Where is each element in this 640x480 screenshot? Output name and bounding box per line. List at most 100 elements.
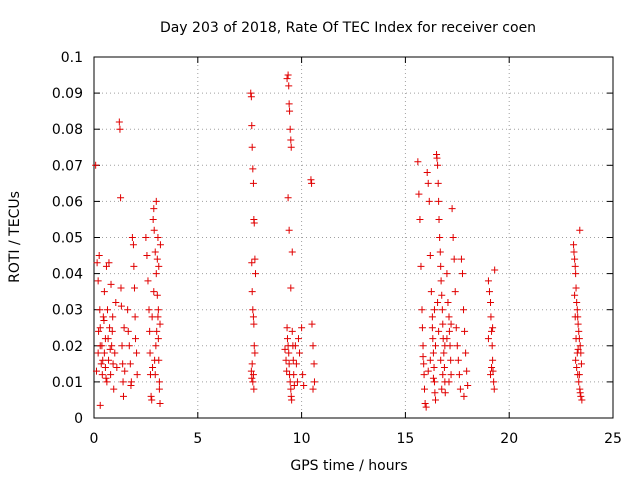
data-point-114 xyxy=(250,320,258,328)
data-point-181 xyxy=(424,179,432,187)
data-point-291 xyxy=(574,345,582,353)
data-point-123 xyxy=(283,75,291,83)
data-point-12 xyxy=(100,288,108,296)
data-point-201 xyxy=(437,277,445,285)
data-point-226 xyxy=(457,255,465,263)
data-point-129 xyxy=(287,136,295,144)
data-point-75 xyxy=(149,215,157,223)
data-point-100 xyxy=(247,89,255,97)
data-point-23 xyxy=(109,313,117,321)
data-point-86 xyxy=(156,400,164,408)
data-point-56 xyxy=(128,234,136,241)
data-point-4 xyxy=(96,306,104,314)
data-point-178 xyxy=(421,400,429,408)
data-point-78 xyxy=(151,248,159,256)
data-point-116 xyxy=(251,349,259,357)
y-tick-label-1: 0.01 xyxy=(52,375,83,391)
data-point-183 xyxy=(426,252,434,260)
data-point-69 xyxy=(146,327,154,335)
plot-frame xyxy=(93,56,614,419)
data-point-1 xyxy=(93,259,101,267)
data-point-11 xyxy=(100,349,108,357)
data-point-200 xyxy=(437,262,445,270)
data-point-246 xyxy=(438,385,446,393)
data-point-45 xyxy=(118,342,126,350)
data-point-222 xyxy=(453,342,461,350)
data-point-239 xyxy=(426,356,434,364)
data-point-49 xyxy=(120,324,128,332)
data-point-167 xyxy=(309,385,317,393)
data-point-141 xyxy=(286,378,294,386)
data-point-95 xyxy=(150,288,158,296)
data-point-234 xyxy=(428,313,436,321)
data-point-37 xyxy=(100,317,108,325)
data-point-33 xyxy=(106,345,114,353)
data-point-122 xyxy=(249,371,257,379)
data-point-73 xyxy=(148,396,156,404)
data-point-230 xyxy=(462,349,470,357)
data-point-144 xyxy=(288,396,296,404)
data-point-42 xyxy=(117,194,125,202)
data-point-31 xyxy=(101,363,109,371)
data-point-253 xyxy=(487,313,495,321)
y-tick-label-6: 0.06 xyxy=(52,194,83,210)
chart-title: Day 203 of 2018, Rate Of TEC Index for r… xyxy=(160,20,536,36)
data-point-118 xyxy=(248,374,256,382)
data-point-163 xyxy=(308,320,316,328)
data-point-283 xyxy=(575,378,583,386)
data-point-155 xyxy=(293,378,301,386)
data-point-258 xyxy=(490,378,498,386)
data-point-272 xyxy=(573,306,581,314)
data-point-268 xyxy=(571,262,579,270)
data-point-202 xyxy=(438,291,446,299)
data-point-223 xyxy=(454,356,462,364)
data-point-217 xyxy=(448,205,456,213)
data-point-66 xyxy=(143,252,151,260)
data-point-62 xyxy=(133,349,141,357)
data-point-110 xyxy=(248,259,256,267)
data-point-267 xyxy=(571,255,579,263)
data-point-136 xyxy=(283,335,291,343)
y-tick-label-3: 0.03 xyxy=(52,303,83,319)
data-point-127 xyxy=(286,107,294,115)
data-point-48 xyxy=(119,392,127,400)
data-point-228 xyxy=(460,306,468,314)
data-point-191 xyxy=(432,396,440,404)
data-point-87 xyxy=(156,241,164,249)
data-point-252 xyxy=(487,298,495,306)
data-point-104 xyxy=(249,165,257,173)
data-point-107 xyxy=(250,219,258,227)
y-tick-label-10: 0.1 xyxy=(61,50,83,66)
data-point-292 xyxy=(576,389,584,397)
data-point-224 xyxy=(455,371,463,379)
data-point-85 xyxy=(155,378,163,386)
data-point-213 xyxy=(445,327,453,335)
data-point-18 xyxy=(105,259,113,267)
data-point-90 xyxy=(154,306,162,314)
data-point-177 xyxy=(420,385,428,393)
data-point-134 xyxy=(287,284,295,292)
data-point-263 xyxy=(489,324,497,332)
data-point-81 xyxy=(153,291,161,299)
data-point-99 xyxy=(154,234,162,241)
data-point-83 xyxy=(154,335,162,343)
y-tick-label-9: 0.09 xyxy=(52,86,83,102)
data-point-195 xyxy=(434,179,442,187)
data-point-278 xyxy=(576,342,584,350)
data-point-219 xyxy=(450,255,458,263)
data-point-245 xyxy=(429,374,437,382)
x-tick-label-2: 10 xyxy=(293,431,311,447)
data-point-152 xyxy=(283,367,291,375)
data-point-238 xyxy=(445,378,453,386)
data-point-254 xyxy=(488,327,496,335)
data-point-209 xyxy=(441,389,449,397)
data-point-231 xyxy=(463,367,471,375)
data-point-112 xyxy=(249,306,257,314)
data-point-94 xyxy=(153,327,161,335)
data-point-266 xyxy=(570,248,578,256)
data-point-34 xyxy=(108,327,116,335)
data-point-6 xyxy=(96,324,104,332)
data-point-216 xyxy=(447,371,455,379)
data-point-7 xyxy=(97,360,105,368)
data-point-128 xyxy=(286,125,294,133)
